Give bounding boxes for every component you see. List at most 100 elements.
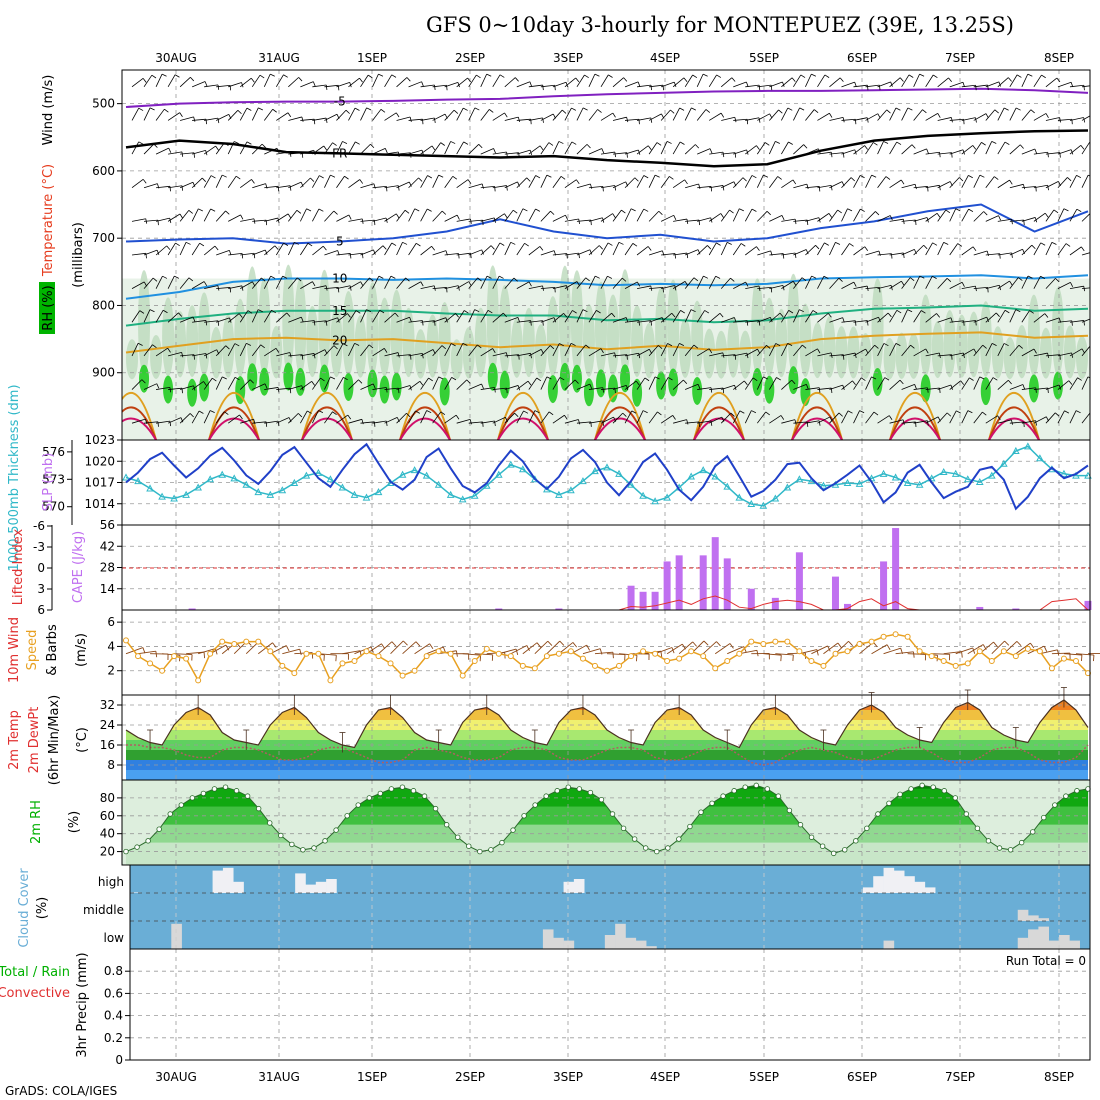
wind10m-barb — [883, 647, 901, 655]
upper-barb — [1033, 352, 1048, 357]
wind10m-label-a: 10m Wind — [7, 617, 22, 683]
upper-barb — [889, 280, 902, 289]
upper-barb — [805, 387, 820, 390]
upper-barb-flag — [770, 317, 773, 323]
upper-barb-flag — [1030, 109, 1035, 114]
upper-barb — [793, 74, 802, 88]
upper-barb-flag — [234, 343, 240, 347]
upper-barb — [841, 410, 849, 424]
upper-barb-flag — [864, 246, 869, 251]
upper-barb — [528, 320, 543, 323]
upper-barb — [239, 107, 248, 121]
cloud-bar-high — [315, 881, 327, 893]
upper-barb-flag — [602, 420, 604, 426]
upper-barb-flag — [673, 215, 677, 220]
thickness-point — [398, 470, 407, 478]
upper-barb — [660, 415, 673, 424]
upper-barb — [1081, 412, 1090, 424]
bottom-date-5SEP: 5SEP — [749, 1070, 779, 1084]
upper-barb — [348, 281, 361, 289]
upper-barb — [672, 310, 681, 323]
upper-barb-flag — [198, 410, 204, 414]
upper-barb — [1069, 285, 1084, 290]
upper-barb — [264, 147, 278, 155]
upper-barb-flag — [477, 344, 482, 349]
upper-barb-flag — [1091, 412, 1095, 415]
upper-barb — [408, 118, 423, 121]
upper-barb — [191, 208, 199, 222]
upper-barb — [528, 208, 536, 222]
rh-blob — [390, 289, 403, 376]
upper-barb-flag — [1070, 282, 1074, 288]
upper-barb-flag — [758, 85, 761, 91]
wind10m-barb-flag — [547, 640, 553, 646]
upper-barb — [1057, 352, 1072, 357]
upper-barb — [636, 208, 645, 222]
upper-barb — [263, 109, 274, 121]
upper-barb — [300, 381, 312, 390]
upper-barb — [504, 116, 519, 121]
upper-barb-flag — [550, 210, 555, 215]
upper-barb — [143, 183, 158, 189]
upper-barb — [252, 421, 267, 424]
upper-barb-flag — [348, 214, 352, 220]
upper-barb-flag — [683, 379, 688, 384]
upper-barb-flag — [1053, 209, 1059, 214]
upper-barb-flag — [960, 380, 965, 385]
upper-barb — [1021, 275, 1029, 289]
upper-barb-flag — [885, 176, 891, 180]
upper-barb — [781, 252, 796, 256]
temp-band — [126, 750, 1088, 760]
upper-barb — [600, 242, 609, 256]
upper-barb-flag — [360, 281, 364, 287]
rh2m-point — [222, 784, 229, 790]
upper-barb-flag — [421, 353, 424, 359]
upper-barb-flag — [431, 246, 435, 251]
rh-core — [319, 364, 330, 393]
upper-barb-flag — [513, 277, 518, 282]
wind-ytick-2-label: 2 — [107, 664, 115, 678]
bottom-date-31AUG: 31AUG — [258, 1070, 300, 1084]
wind10m-point — [411, 667, 418, 674]
upper-barb — [853, 246, 866, 256]
upper-barb-flag — [722, 352, 725, 358]
upper-barb — [360, 344, 370, 357]
upper-barb — [420, 349, 434, 357]
upper-barb-flag — [517, 117, 520, 123]
precip-convective-label: Convective — [0, 986, 70, 1001]
wind10m-barb — [955, 647, 973, 655]
upper-barb-flag — [1047, 152, 1049, 158]
upper-barb — [961, 117, 976, 121]
upper-barb-flag — [311, 381, 315, 386]
upper-barb — [696, 109, 707, 121]
upper-barb — [468, 421, 483, 424]
upper-barb — [1009, 74, 1018, 88]
upper-barb-flag — [963, 320, 965, 326]
rh-blob — [607, 294, 620, 377]
cape-bar — [880, 561, 888, 610]
rh2m-point — [609, 811, 616, 817]
upper-barb — [444, 81, 459, 88]
upper-barb — [192, 320, 207, 323]
upper-barb — [684, 344, 695, 357]
rh-blob — [378, 297, 391, 377]
upper-barb-flag — [874, 344, 879, 349]
warm-contour — [122, 406, 1040, 440]
upper-barb-flag — [698, 183, 701, 189]
upper-barb-flag — [815, 245, 820, 250]
thickness-point — [963, 475, 972, 483]
upper-barb-flag — [666, 141, 672, 144]
upper-barb-flag — [864, 145, 868, 150]
wind10m-point — [387, 660, 394, 667]
upper-barb-flag — [800, 74, 806, 78]
upper-barb — [744, 175, 753, 188]
bottom-date-3SEP: 3SEP — [553, 1070, 583, 1084]
upper-barb — [143, 107, 151, 121]
upper-barb — [468, 219, 483, 222]
upper-barb — [769, 176, 778, 188]
rh-core — [1028, 374, 1039, 403]
upper-barb-flag — [972, 145, 977, 150]
rh2m-point — [797, 822, 804, 828]
upper-barb — [793, 144, 804, 155]
